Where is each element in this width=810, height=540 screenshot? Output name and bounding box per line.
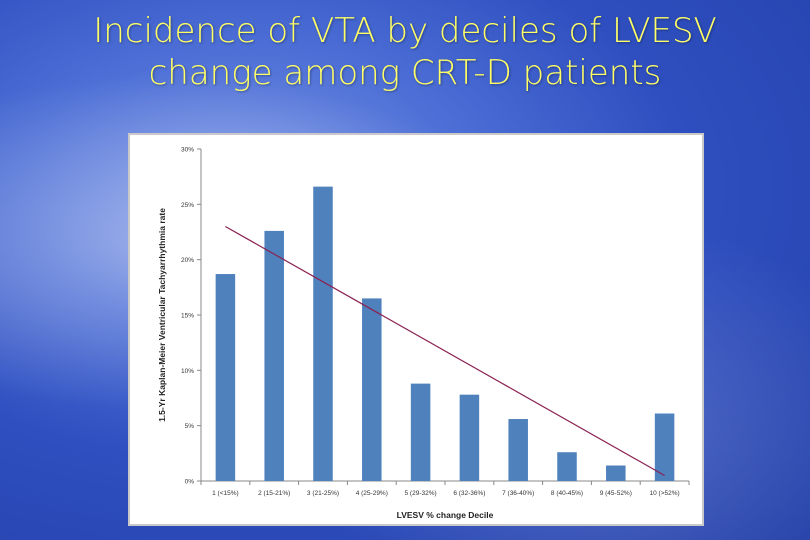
y-axis: 0% 5% 10% 15% 20% 25% 30% [181,147,202,486]
slide-title-line-2: change among CRT-D patients [148,53,662,93]
y-tick-label: 10% [181,368,194,375]
y-axis-label: 1.5-Yr Kaplan-Meier Ventricular Tachyarr… [157,208,167,422]
trendline-group [225,225,665,476]
slide-title-line-1: Incidence of VTA by deciles of LVESV [93,11,717,51]
bar [362,298,382,481]
x-tick-label: 4 (25-29%) [356,490,388,497]
x-tick-label: 6 (32-36%) [453,490,485,497]
slide-title: Incidence of VTA by deciles of LVESV cha… [40,10,770,94]
x-tick-label: 9 (45-52%) [600,490,632,497]
trendline [225,225,665,476]
bar-chart: 0% 5% 10% 15% 20% 25% 30% 1 (<15%) 2 (15-21%) 3 … [157,147,690,520]
bar [215,274,236,481]
y-tick-label: 5% [185,423,195,430]
bar [459,394,480,481]
x-tick-label: 10 (>52%) [650,490,680,497]
x-tick-label: 8 (40-45%) [551,490,583,497]
y-tick-label: 25% [181,202,194,209]
y-tick-label: 0% [185,479,195,486]
x-axis-label: LVESV % change Decile [397,510,494,520]
bar [264,230,284,481]
bar [654,413,675,481]
y-tick-label: 15% [181,313,194,320]
bar [557,452,577,481]
bar [410,383,431,481]
x-axis: 1 (<15%) 2 (15-21%) 3 (21-25%) 4 (25-29%) 5 … [200,480,690,497]
y-tick-label: 20% [181,257,194,264]
x-tick-label: 3 (21-25%) [307,490,339,497]
y-tick-label: 30% [181,147,194,154]
x-tick-label: 2 (15-21%) [258,490,290,497]
bar [313,186,333,482]
bar [508,419,528,481]
bar [606,465,626,481]
x-tick-label: 1 (<15%) [212,490,239,497]
x-tick-label: 5 (29-32%) [405,490,437,497]
bars [215,186,675,482]
x-tick-label: 7 (36-40%) [502,490,534,497]
chart-frame: 0% 5% 10% 15% 20% 25% 30% 1 (<15%) 2 (15-21%) 3 … [128,133,704,526]
